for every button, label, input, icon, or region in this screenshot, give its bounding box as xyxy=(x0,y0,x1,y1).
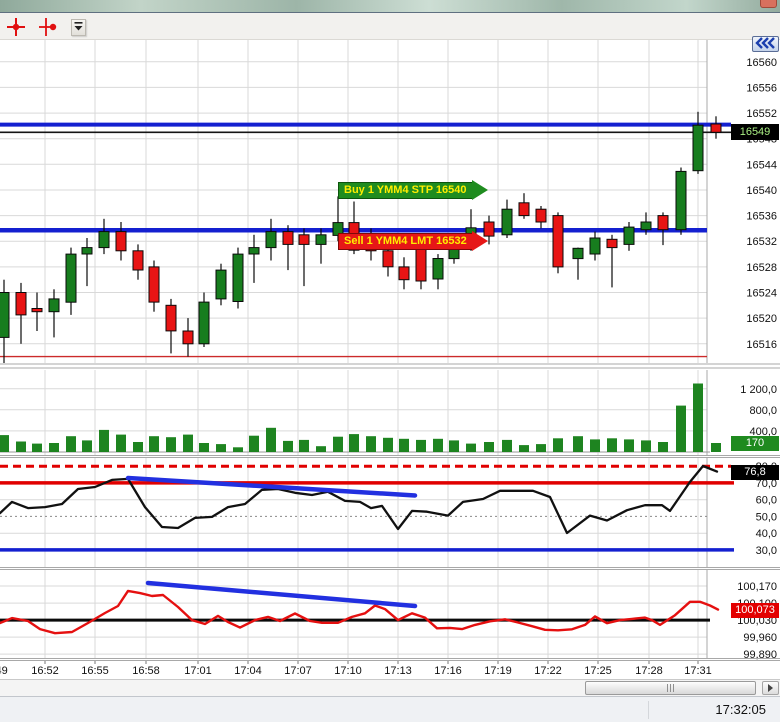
oscillator-value-tag: 76,8 xyxy=(731,464,779,480)
svg-text:17:13: 17:13 xyxy=(384,665,412,677)
svg-text:800,0: 800,0 xyxy=(749,405,777,417)
svg-text:99,890: 99,890 xyxy=(743,649,777,661)
svg-text:17:07: 17:07 xyxy=(284,665,312,677)
buy-order-marker[interactable]: Buy 1 YMM4 STP 16540 xyxy=(338,180,488,200)
crosshair-pointer-icon xyxy=(39,18,57,36)
chart-canvas[interactable]: 16:49 16:52 16:55 16:58 17:01 17:04 17:07 17:10… xyxy=(0,0,780,680)
svg-text:17:25: 17:25 xyxy=(584,665,612,677)
svg-text:16524: 16524 xyxy=(746,288,777,300)
last-price-tag: 16549 xyxy=(731,124,779,141)
svg-text:17:16: 17:16 xyxy=(434,665,462,677)
svg-text:17:01: 17:01 xyxy=(184,665,212,677)
svg-text:16:55: 16:55 xyxy=(81,665,109,677)
status-divider xyxy=(648,701,649,719)
svg-text:60,0: 60,0 xyxy=(756,495,777,507)
svg-text:17:31: 17:31 xyxy=(684,665,712,677)
svg-text:17:19: 17:19 xyxy=(484,665,512,677)
svg-text:17:28: 17:28 xyxy=(635,665,663,677)
svg-text:16552: 16552 xyxy=(746,108,777,120)
double-left-chevron-icon xyxy=(755,37,775,49)
overflow-down-icon xyxy=(74,22,83,31)
svg-text:16532: 16532 xyxy=(746,236,777,248)
buy-arrow-icon xyxy=(471,180,488,200)
svg-text:100,170: 100,170 xyxy=(737,581,777,593)
status-bar: 17:32:05 xyxy=(0,696,780,722)
background-close-button xyxy=(760,0,777,8)
svg-text:16:58: 16:58 xyxy=(132,665,160,677)
svg-text:50,0: 50,0 xyxy=(756,511,777,523)
svg-text:17:22: 17:22 xyxy=(534,665,562,677)
sell-order-label: Sell 1 YMM4 LMT 16532 xyxy=(338,232,472,250)
svg-text:16520: 16520 xyxy=(746,313,777,325)
crosshair-pointer-tool-button[interactable] xyxy=(36,15,60,37)
svg-text:17:04: 17:04 xyxy=(234,665,262,677)
sell-order-marker[interactable]: Sell 1 YMM4 LMT 16532 xyxy=(338,231,488,252)
svg-text:17:10: 17:10 xyxy=(334,665,362,677)
svg-text:16:49: 16:49 xyxy=(0,665,8,677)
svg-text:30,0: 30,0 xyxy=(756,545,777,557)
toolbar-overflow-button[interactable] xyxy=(70,19,86,36)
scrollbar-thumb[interactable] xyxy=(585,681,756,695)
collapse-panel-button[interactable] xyxy=(752,36,779,52)
sell-arrow-icon xyxy=(471,231,488,252)
svg-text:16516: 16516 xyxy=(746,339,777,351)
crosshair-tool-button[interactable] xyxy=(4,15,28,37)
scrollbar-right-arrow[interactable] xyxy=(762,681,779,695)
svg-text:16544: 16544 xyxy=(746,159,777,171)
desktop-background xyxy=(0,0,780,13)
horizontal-scrollbar[interactable] xyxy=(0,679,780,697)
svg-text:16560: 16560 xyxy=(746,57,777,69)
svg-text:99,960: 99,960 xyxy=(743,632,777,644)
svg-text:400,0: 400,0 xyxy=(749,426,777,438)
svg-text:1 200,0: 1 200,0 xyxy=(740,384,777,396)
buy-order-label: Buy 1 YMM4 STP 16540 xyxy=(338,181,472,199)
crosshair-icon xyxy=(7,18,25,36)
svg-text:70,0: 70,0 xyxy=(756,478,777,490)
toolbar xyxy=(0,13,780,40)
svg-text:100,030: 100,030 xyxy=(737,615,777,627)
volume-value-tag: 170 xyxy=(731,436,779,451)
svg-text:16:52: 16:52 xyxy=(31,665,59,677)
svg-text:16556: 16556 xyxy=(746,82,777,94)
svg-text:16536: 16536 xyxy=(746,211,777,223)
svg-text:40,0: 40,0 xyxy=(756,528,777,540)
spread-value-tag: 100,073 xyxy=(731,602,779,618)
svg-text:16528: 16528 xyxy=(746,262,777,274)
svg-text:16540: 16540 xyxy=(746,185,777,197)
clock: 17:32:05 xyxy=(715,702,766,717)
